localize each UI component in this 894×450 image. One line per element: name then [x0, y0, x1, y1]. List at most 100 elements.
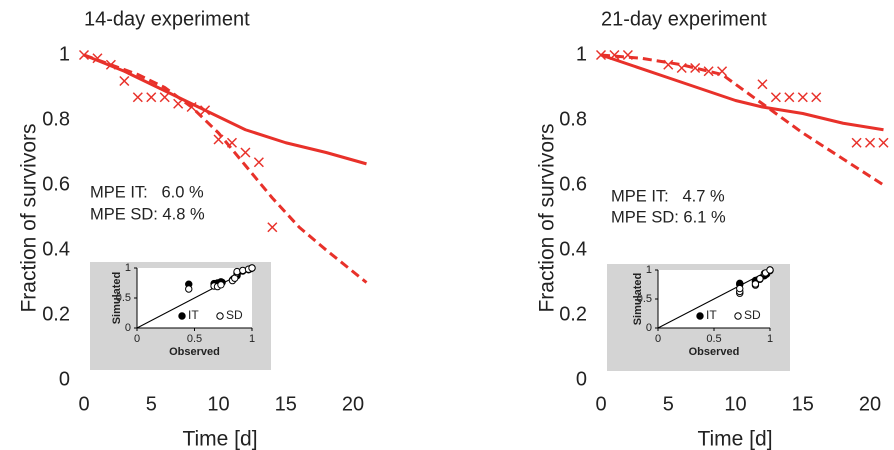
cross-marker [159, 92, 170, 103]
annotation: MPE IT: 6.0 % [90, 183, 204, 201]
y-tick-label: 1 [576, 43, 587, 65]
legend-marker [216, 312, 224, 320]
annotation: MPE IT: 4.7 % [611, 187, 725, 205]
scatter-point [766, 266, 774, 274]
cross-marker [851, 137, 862, 148]
x-tick-label: 1 [249, 333, 255, 345]
cross-marker [186, 101, 197, 113]
y-tick-label: 1 [59, 43, 70, 65]
annotation: MPE SD: 4.8 % [90, 205, 205, 223]
x-axis-label: Time [d] [182, 428, 257, 450]
x-tick-label: 20 [859, 393, 881, 415]
scatter-point [756, 275, 764, 283]
x-axis-label: Observed [689, 346, 740, 358]
cross-marker [213, 134, 224, 145]
cross-marker [226, 137, 238, 148]
cross-marker [105, 59, 116, 70]
y-tick-label: 0.2 [559, 303, 587, 325]
cross-marker [200, 105, 211, 116]
y-tick-label: 0.4 [559, 238, 587, 260]
cross-marker [784, 92, 795, 103]
y-tick-label: 0 [646, 322, 652, 334]
cross-marker [811, 92, 822, 103]
x-tick-label: 0 [595, 393, 606, 415]
x-tick-label: 1 [767, 333, 773, 345]
cross-marker [595, 49, 607, 61]
y-tick-label: 0.4 [42, 238, 70, 260]
scatter-point [185, 285, 193, 293]
x-tick-label: 15 [792, 393, 814, 415]
y-tick-label: 0.6 [42, 173, 70, 195]
x-tick-label: 0 [134, 333, 140, 345]
cross-marker [132, 92, 143, 103]
x-tick-label: 10 [207, 393, 229, 415]
cross-marker [146, 92, 157, 103]
y-tick-label: 0.8 [42, 108, 70, 130]
legend-marker [696, 312, 704, 320]
x-tick-label: 0 [655, 333, 661, 345]
chart-title: 21-day experiment [601, 8, 767, 30]
cross-marker [770, 92, 781, 103]
cross-marker [173, 98, 184, 109]
cross-marker [622, 49, 633, 61]
x-tick-label: 5 [663, 393, 674, 415]
cross-marker [92, 53, 103, 64]
cross-marker [609, 49, 620, 61]
cross-marker [703, 66, 714, 77]
line-series [600, 53, 885, 187]
x-tick-label: 0.5 [706, 333, 721, 345]
cross-marker [878, 137, 889, 148]
y-tick-label: 0.5 [116, 292, 131, 304]
y-tick-label: 1 [125, 262, 131, 274]
cross-marker [253, 157, 264, 168]
line-series [83, 53, 367, 166]
scatter-point [736, 284, 744, 293]
cross-marker [119, 75, 130, 87]
cross-marker [797, 92, 808, 103]
x-tick-label: 5 [146, 393, 157, 415]
x-axis-label: Time [d] [697, 428, 772, 450]
cross-marker [240, 147, 251, 158]
y-tick-label: 0 [125, 322, 131, 334]
y-axis-label: Fraction of survivors [18, 123, 41, 312]
y-tick-label: 0.8 [559, 108, 587, 130]
legend-marker [178, 312, 186, 320]
y-tick-label: 0 [59, 368, 70, 390]
cross-marker [267, 222, 278, 233]
x-tick-label: 0.5 [187, 333, 202, 345]
legend-marker [734, 312, 742, 320]
cross-marker [865, 137, 876, 148]
legend-label: SD [744, 308, 761, 322]
legend-label: SD [226, 308, 243, 322]
legend-label: IT [188, 308, 199, 322]
cross-marker [663, 59, 674, 70]
legend-label: IT [706, 308, 717, 322]
y-tick-label: 1 [646, 264, 652, 276]
line-series [600, 53, 884, 132]
y-tick-label: 0.2 [42, 303, 70, 325]
y-axis-label: Simulated [111, 272, 123, 325]
y-tick-label: 0 [576, 368, 587, 390]
identity-line [657, 269, 771, 329]
scatter-point [217, 281, 225, 289]
cross-marker [757, 79, 768, 90]
x-tick-label: 15 [275, 393, 297, 415]
scatter-point [248, 264, 256, 272]
y-tick-label: 0.5 [637, 293, 652, 305]
annotation: MPE SD: 6.1 % [611, 208, 726, 226]
x-tick-label: 10 [724, 393, 746, 415]
cross-marker [717, 66, 728, 77]
y-axis-label: Simulated [632, 273, 644, 326]
scatter-point [751, 280, 760, 288]
chart-title: 14-day experiment [84, 8, 250, 30]
cross-marker [78, 49, 90, 61]
x-tick-label: 0 [78, 393, 89, 415]
x-axis-label: Observed [169, 346, 220, 358]
line-series [83, 53, 368, 284]
cross-marker [676, 62, 687, 74]
y-tick-label: 0.6 [559, 173, 587, 195]
y-axis-label: Fraction of survivors [536, 123, 559, 312]
cross-marker [690, 62, 701, 74]
x-tick-label: 20 [342, 393, 364, 415]
